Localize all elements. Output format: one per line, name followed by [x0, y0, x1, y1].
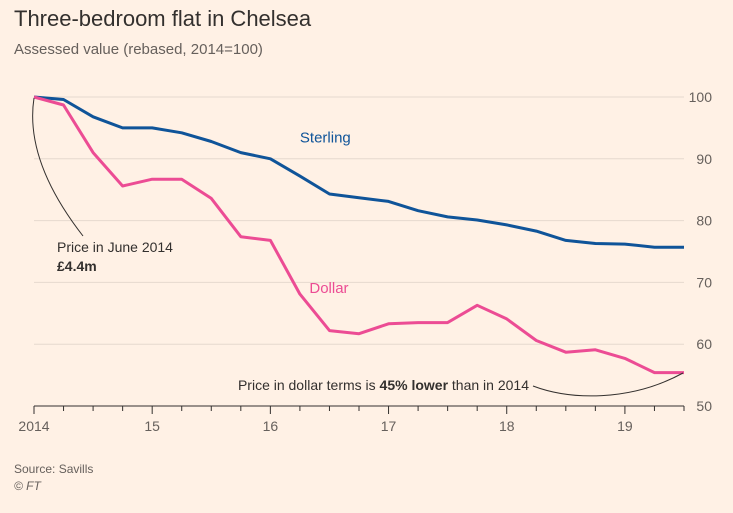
x-tick-label-15: 15: [144, 418, 160, 434]
x-axis: 2014 15 16 17 18 19: [18, 405, 685, 434]
end-annotation-text: Price in dollar terms is 45% lower than …: [238, 377, 529, 393]
y-tick-label-50: 50: [696, 398, 712, 414]
series-line-dollar: [33, 95, 684, 375]
x-tick-label-19: 19: [617, 418, 633, 434]
y-tick-label-70: 70: [696, 274, 712, 290]
chart-title: Three-bedroom flat in Chelsea: [14, 6, 312, 31]
start-annotation-line2: £4.4m: [57, 258, 97, 274]
start-annotation-line1: Price in June 2014: [57, 239, 173, 255]
x-tick-label-16: 16: [263, 418, 279, 434]
y-tick-label-80: 80: [696, 213, 712, 229]
y-tick-label-100: 100: [689, 89, 713, 105]
annotations: Price in June 2014 £4.4m Price in dollar…: [32, 97, 684, 397]
series-label-dollar: Dollar: [309, 280, 348, 297]
end-annotation-leader: [532, 372, 684, 397]
chart-subtitle: Assessed value (rebased, 2014=100): [14, 41, 263, 58]
end-annotation-prefix: Price in dollar terms is: [238, 377, 380, 393]
series-labels: Sterling Dollar: [300, 130, 351, 297]
y-tick-label-90: 90: [696, 151, 712, 167]
x-tick-label-17: 17: [381, 418, 397, 434]
gridlines: [34, 96, 684, 345]
x-tick-label-18: 18: [499, 418, 515, 434]
start-annotation-leader: [32, 97, 84, 237]
end-annotation-suffix: than in 2014: [448, 377, 529, 393]
y-axis-tick-labels: 50 60 70 80 90 100: [689, 89, 713, 414]
end-annotation-bold: 45% lower: [380, 377, 449, 393]
y-tick-label-60: 60: [696, 336, 712, 352]
source-note: Source: Savills: [14, 462, 94, 476]
copyright-note: © FT: [14, 479, 41, 493]
series-line-sterling: [33, 95, 684, 249]
series-lines: [33, 95, 684, 375]
series-label-sterling: Sterling: [300, 130, 351, 147]
x-tick-label-2014: 2014: [18, 418, 49, 434]
